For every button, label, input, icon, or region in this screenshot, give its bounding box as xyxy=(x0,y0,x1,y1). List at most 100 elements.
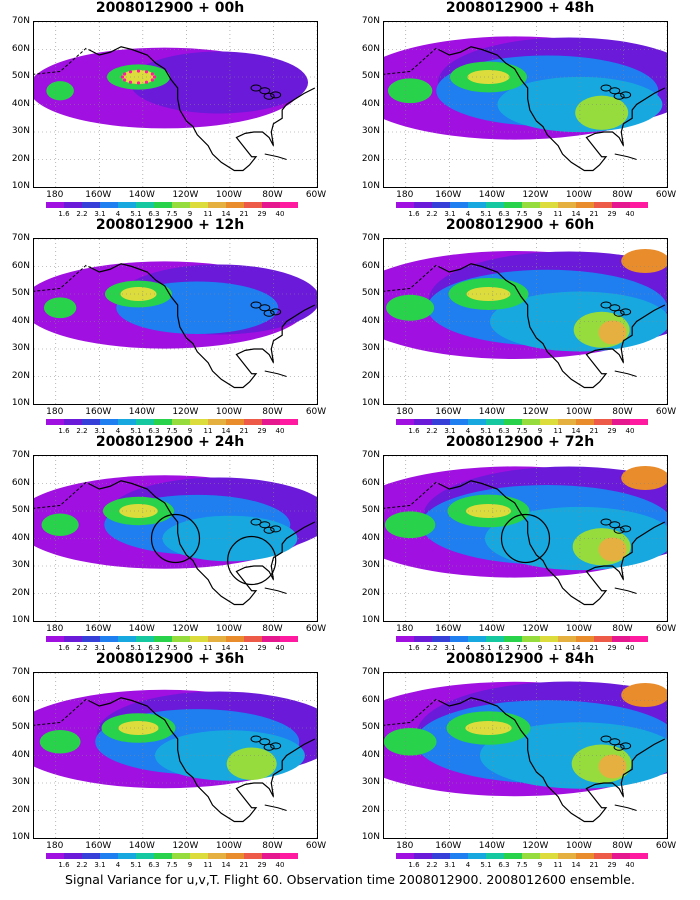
lat-tick-label: 30N xyxy=(11,126,30,136)
lat-tick-label: 20N xyxy=(361,804,380,815)
lat-tick-label: 30N xyxy=(11,560,30,570)
colorbar-swatch xyxy=(190,419,208,425)
panel-title: 2008012900 + 60h xyxy=(445,217,595,233)
observation-dot xyxy=(123,72,127,76)
aleutian-islands xyxy=(384,264,437,292)
colorbar-swatch xyxy=(612,636,630,642)
forecast-map-panel: 2008012900 + 00h 70N 60N 50N 40N 30N 20N 10N 180… xyxy=(0,0,340,218)
colorbar-label: 5.1 xyxy=(480,427,492,435)
colorbar-swatch xyxy=(244,419,262,425)
colorbar-swatch xyxy=(450,202,468,208)
colorbar-label: 1.6 xyxy=(58,427,70,435)
lat-tick-label: 10N xyxy=(11,398,30,408)
lon-tick-label: 160W xyxy=(435,190,462,200)
colorbar-label: 29 xyxy=(257,644,267,652)
lon-tick-label: 60W xyxy=(655,841,677,851)
lon-tick-label: 100W xyxy=(565,624,592,634)
colorbar-label: 6.3 xyxy=(498,427,510,435)
colorbar-label: 4 xyxy=(115,427,121,435)
colorbar-label: 11 xyxy=(203,644,213,652)
lat-tick-label: 70N xyxy=(361,450,380,460)
colorbar-swatch xyxy=(262,636,280,642)
colorbar-label: 11 xyxy=(553,861,563,869)
observation-dot xyxy=(123,78,127,82)
great-lake xyxy=(259,738,271,746)
colorbar-label: 5.1 xyxy=(480,861,492,869)
lat-tick-label: 20N xyxy=(11,370,30,381)
aleutian-islands xyxy=(384,481,437,509)
variance-field-core xyxy=(387,78,433,104)
great-lake xyxy=(270,742,282,750)
lon-tick-label: 120W xyxy=(172,407,199,417)
colorbar-swatch xyxy=(522,636,540,642)
forecast-map-panel: 2008012900 + 60h 70N 60N 50N 40N 30N 20N 10N 180… xyxy=(350,217,690,435)
variance-map xyxy=(384,673,667,838)
colorbar-swatch xyxy=(432,419,450,425)
variance-field-core xyxy=(46,81,74,101)
colorbar-label: 14 xyxy=(571,210,581,218)
great-lake xyxy=(609,738,621,746)
colorbar-label: 6.3 xyxy=(498,210,510,218)
lat-tick-label: 40N xyxy=(11,532,30,543)
colorbar-label: 40 xyxy=(275,861,285,869)
colorbar-swatch xyxy=(468,419,486,425)
colorbar-label: 7.5 xyxy=(516,210,528,218)
great-lake xyxy=(600,301,612,309)
lat-tick-label: 10N xyxy=(361,181,380,191)
variance-field-peak xyxy=(621,249,667,273)
colorbar-swatch xyxy=(100,202,118,208)
lon-tick-label: 120W xyxy=(522,407,549,417)
colorbar-swatch xyxy=(154,636,172,642)
colorbar-swatch xyxy=(576,419,594,425)
lon-tick-label: 160W xyxy=(435,841,462,851)
panel-title: 2008012900 + 72h xyxy=(445,434,595,450)
colorbar-swatch xyxy=(136,202,154,208)
lat-tick-label: 70N xyxy=(11,233,30,243)
panel-title: 2008012900 + 00h xyxy=(95,0,245,16)
observation-dot xyxy=(120,75,125,79)
variance-field-low xyxy=(130,51,309,114)
lat-tick-label: 30N xyxy=(361,126,380,136)
colorbar-swatch xyxy=(172,853,190,859)
great-lake xyxy=(270,91,282,99)
lon-tick-label: 140W xyxy=(478,624,505,634)
lon-tick-label: 140W xyxy=(478,841,505,851)
colorbar-label: 2.2 xyxy=(76,861,88,869)
lat-tick-label: 60N xyxy=(11,43,30,54)
colorbar-label: 6.3 xyxy=(148,644,160,652)
lon-tick-label: 100W xyxy=(215,841,242,851)
colorbar-label: 21 xyxy=(239,427,249,435)
colorbar-swatch xyxy=(522,853,540,859)
lat-tick-label: 50N xyxy=(11,71,30,81)
great-lake xyxy=(250,84,262,92)
colorbar-label: 9 xyxy=(187,861,193,869)
variance-layer xyxy=(384,36,667,140)
colorbar-swatch xyxy=(136,636,154,642)
colorbar-swatch xyxy=(154,419,172,425)
colorbar-swatch xyxy=(280,853,298,859)
colorbar-label: 14 xyxy=(221,210,231,218)
coastline-north-america xyxy=(88,697,316,823)
colorbar-swatch xyxy=(558,419,576,425)
lon-tick-label: 100W xyxy=(215,624,242,634)
aleutian-islands xyxy=(384,47,437,75)
colorbar-swatch xyxy=(486,853,504,859)
lat-tick-label: 60N xyxy=(361,260,380,271)
caribbean-islands xyxy=(264,370,287,377)
lat-tick-label: 50N xyxy=(361,722,380,732)
caribbean-islands xyxy=(614,804,637,811)
target-region-circle xyxy=(500,513,551,564)
colorbar-label: 3.1 xyxy=(94,644,106,652)
lon-tick-label: 120W xyxy=(522,841,549,851)
aleutian-islands xyxy=(34,481,87,509)
colorbar-swatch xyxy=(136,419,154,425)
colorbar-swatch xyxy=(432,202,450,208)
great-lake xyxy=(620,742,632,750)
colorbar-swatch xyxy=(594,202,612,208)
lon-tick-label: 120W xyxy=(522,190,549,200)
colorbar-swatch xyxy=(46,853,64,859)
colorbar-swatch xyxy=(190,853,208,859)
variance-layer xyxy=(34,261,317,349)
colorbar-swatch xyxy=(280,202,298,208)
panel-title: 2008012900 + 24h xyxy=(95,434,245,450)
